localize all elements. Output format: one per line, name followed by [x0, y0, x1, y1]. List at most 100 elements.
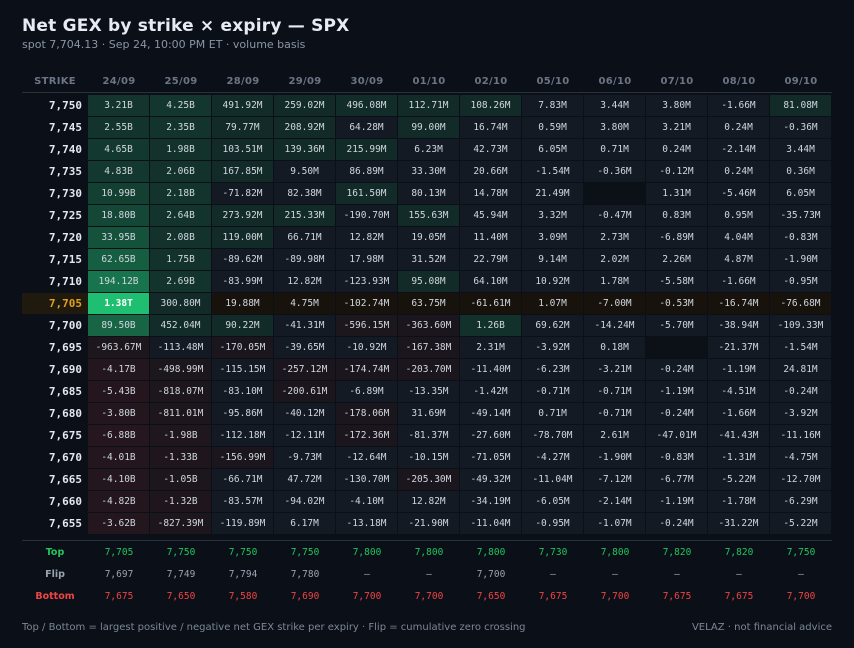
- summary-value: 7,750: [786, 546, 816, 558]
- summary-value: —: [674, 568, 680, 580]
- summary-value: 7,750: [166, 546, 196, 558]
- gex-cell: -1.05B: [150, 469, 212, 491]
- strike-label: 7,710: [22, 271, 88, 293]
- summary-value: 7,700: [414, 590, 444, 602]
- footer-credit: VELAZ · not financial advice: [691, 622, 832, 633]
- strike-label: 7,700: [22, 315, 88, 337]
- gex-cell: 161.50M: [336, 183, 398, 205]
- gex-cell: -827.39M: [150, 513, 212, 535]
- summary-value: 7,820: [662, 546, 692, 558]
- gex-cell: 6.05M: [522, 139, 584, 161]
- strike-row: 7,670 -4.01B -1.33B -156.99M -9.73M -12.64M -1…: [22, 447, 832, 469]
- gex-cell: 6.05M: [770, 183, 832, 205]
- gex-cell: 259.02M: [274, 95, 336, 117]
- gex-cell: -167.38M: [398, 337, 460, 359]
- gex-cell: -1.33B: [150, 447, 212, 469]
- gex-cell: -115.15M: [212, 359, 274, 381]
- gex-cell: 64.10M: [460, 271, 522, 293]
- expiry-header: 01/10: [412, 75, 446, 87]
- gex-cell: -71.82M: [212, 183, 274, 205]
- summary-label: Top: [45, 546, 65, 558]
- summary-value: 7,675: [724, 590, 754, 602]
- gex-cell: -11.04M: [522, 469, 584, 491]
- gex-cell: -0.83M: [646, 447, 708, 469]
- gex-cell: -3.92M: [522, 337, 584, 359]
- gex-cell: 2.55B: [88, 117, 150, 139]
- gex-cell: -35.73M: [770, 205, 832, 227]
- gex-cell: -95.86M: [212, 403, 274, 425]
- gex-cell: 3.44M: [584, 95, 646, 117]
- gex-cell: -31.22M: [708, 513, 770, 535]
- strike-label: 7,660: [22, 491, 88, 513]
- gex-cell: -4.27M: [522, 447, 584, 469]
- gex-cell: -14.24M: [584, 315, 646, 337]
- gex-cell: -0.95M: [522, 513, 584, 535]
- gex-cell: 10.92M: [522, 271, 584, 293]
- gex-cell: 1.98B: [150, 139, 212, 161]
- gex-cell: -38.94M: [708, 315, 770, 337]
- strike-row: 7,725 18.80B 2.64B 273.92M 215.33M -190.70M 15…: [22, 205, 832, 227]
- gex-cell: -1.78M: [708, 491, 770, 513]
- summary-value: 7,700: [352, 590, 382, 602]
- summary-value: —: [798, 568, 804, 580]
- gex-cell: -0.47M: [584, 205, 646, 227]
- summary-value: 7,749: [166, 568, 196, 580]
- gex-cell: 19.05M: [398, 227, 460, 249]
- gex-cell: -41.31M: [274, 315, 336, 337]
- summary-value: 7,700: [786, 590, 816, 602]
- gex-cell: 42.73M: [460, 139, 522, 161]
- gex-cell: -2.14M: [584, 491, 646, 513]
- gex-cell: 3.21B: [88, 95, 150, 117]
- gex-cell: -113.48M: [150, 337, 212, 359]
- gex-cell: -1.07M: [584, 513, 646, 535]
- gex-cell: -89.62M: [212, 249, 274, 271]
- gex-cell: -6.29M: [770, 491, 832, 513]
- gex-heatmap-table: STRIKE 24/09 25/09 28/09 29/09 30/09 01/10 02/…: [22, 70, 832, 607]
- gex-cell: 119.00M: [212, 227, 274, 249]
- summary-value: 7,705: [104, 546, 134, 558]
- gex-cell: 4.75M: [274, 293, 336, 315]
- gex-cell: -11.40M: [460, 359, 522, 381]
- gex-cell: -66.71M: [212, 469, 274, 491]
- gex-cell: -83.99M: [212, 271, 274, 293]
- gex-cell: -5.22M: [708, 469, 770, 491]
- gex-cell: 64.28M: [336, 117, 398, 139]
- strike-label: 7,680: [22, 403, 88, 425]
- gex-cell: 10.99B: [88, 183, 150, 205]
- gex-cell: -7.12M: [584, 469, 646, 491]
- gex-cell: 2.73M: [584, 227, 646, 249]
- flip-row: Flip 7,697 7,749 7,794 7,780 — — 7,700 — — — — —: [22, 563, 832, 585]
- gex-cell: 33.95B: [88, 227, 150, 249]
- header-divider: [22, 92, 832, 95]
- strike-row: 7,705 1.38T 300.80M 19.88M 4.75M -102.74M 63.7…: [22, 293, 832, 315]
- gex-cell: 0.71M: [522, 403, 584, 425]
- summary-value: 7,675: [538, 590, 568, 602]
- strike-row: 7,730 10.99B 2.18B -71.82M 82.38M 161.50M 80.1…: [22, 183, 832, 205]
- strike-label: 7,720: [22, 227, 88, 249]
- gex-cell: -16.74M: [708, 293, 770, 315]
- gex-cell: -3.92M: [770, 403, 832, 425]
- gex-cell: 2.02M: [584, 249, 646, 271]
- gex-cell: -0.36M: [584, 161, 646, 183]
- gex-cell: 69.62M: [522, 315, 584, 337]
- gex-cell: -4.01B: [88, 447, 150, 469]
- gex-cell: -4.10B: [88, 469, 150, 491]
- gex-cell: -0.36M: [770, 117, 832, 139]
- strike-label: 7,725: [22, 205, 88, 227]
- gex-cell: 6.23M: [398, 139, 460, 161]
- gex-cell: 300.80M: [150, 293, 212, 315]
- gex-cell: 9.14M: [522, 249, 584, 271]
- gex-cell: -0.53M: [646, 293, 708, 315]
- gex-cell: 33.30M: [398, 161, 460, 183]
- gex-cell: -963.67M: [88, 337, 150, 359]
- gex-cell: 12.82M: [336, 227, 398, 249]
- gex-cell: -1.66M: [708, 271, 770, 293]
- gex-cell: 6.17M: [274, 513, 336, 535]
- strike-row: 7,660 -4.82B -1.32B -83.57M -94.02M -4.10M 12.…: [22, 491, 832, 513]
- gex-cell: -200.61M: [274, 381, 336, 403]
- gex-cell: 2.06B: [150, 161, 212, 183]
- summary-value: 7,650: [166, 590, 196, 602]
- summary-value: 7,580: [228, 590, 258, 602]
- summary-value: 7,675: [104, 590, 134, 602]
- gex-cell: 22.79M: [460, 249, 522, 271]
